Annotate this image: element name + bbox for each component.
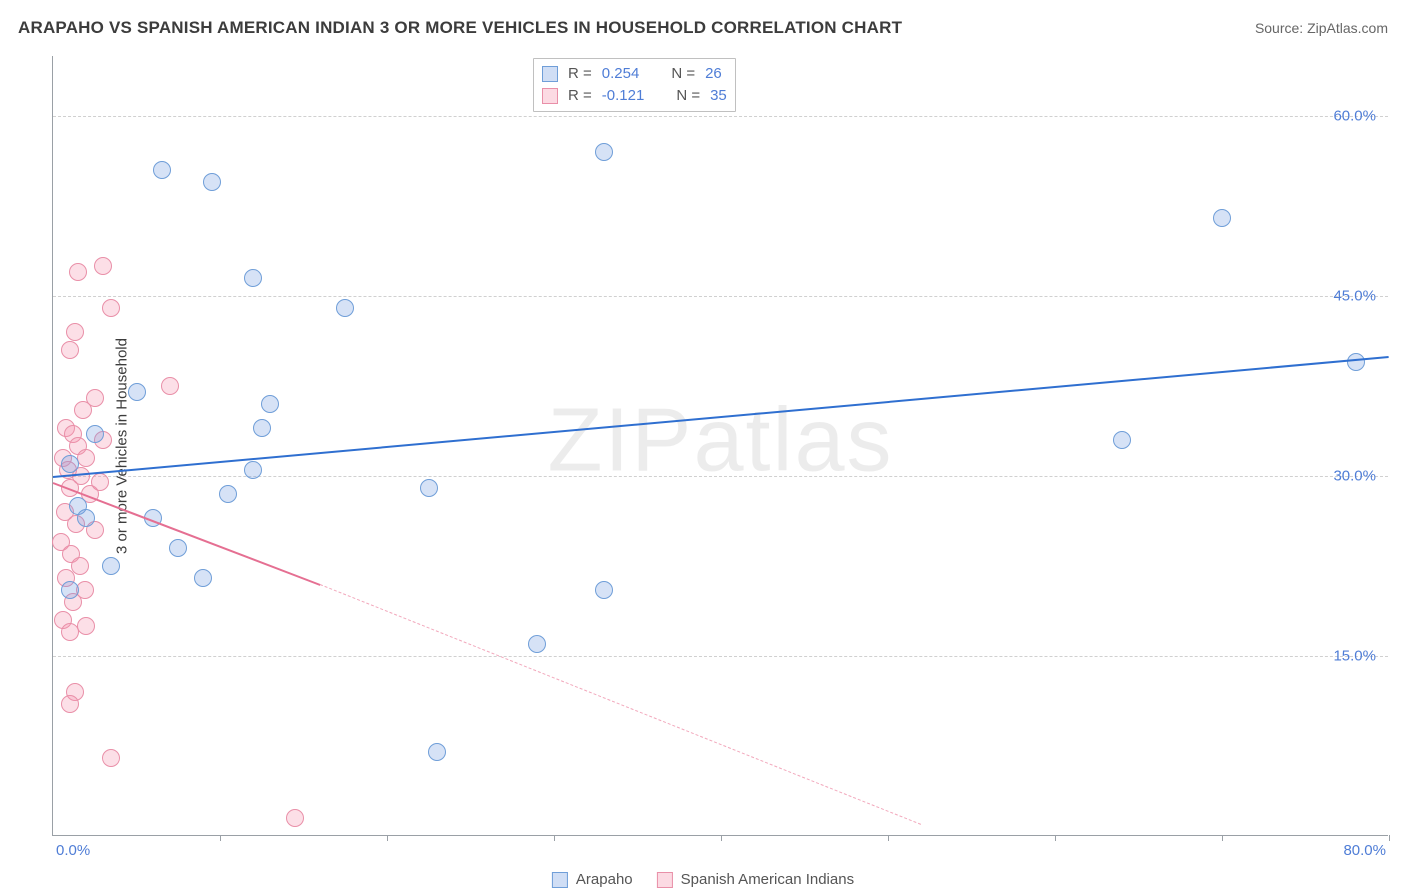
data-point bbox=[153, 161, 171, 179]
data-point bbox=[169, 539, 187, 557]
data-point bbox=[286, 809, 304, 827]
data-point bbox=[102, 749, 120, 767]
data-point bbox=[61, 341, 79, 359]
n-value: 35 bbox=[710, 85, 727, 107]
correlation-stats-box: R =0.254N =26R =-0.121N =35 bbox=[533, 58, 736, 112]
chart-source: Source: ZipAtlas.com bbox=[1255, 20, 1388, 36]
x-tick bbox=[1389, 835, 1390, 841]
data-point bbox=[102, 299, 120, 317]
data-point bbox=[161, 377, 179, 395]
data-point bbox=[194, 569, 212, 587]
x-tick bbox=[721, 835, 722, 841]
data-point bbox=[595, 143, 613, 161]
data-point bbox=[595, 581, 613, 599]
data-point bbox=[261, 395, 279, 413]
data-point bbox=[61, 695, 79, 713]
y-tick-label: 30.0% bbox=[1333, 468, 1376, 485]
r-value: -0.121 bbox=[602, 85, 645, 107]
data-point bbox=[102, 557, 120, 575]
n-label: N = bbox=[676, 85, 700, 107]
data-point bbox=[420, 479, 438, 497]
data-point bbox=[77, 449, 95, 467]
legend-item: Arapaho bbox=[552, 871, 633, 888]
data-point bbox=[69, 263, 87, 281]
data-point bbox=[244, 461, 262, 479]
stat-row: R = -0.121 N = 35 bbox=[542, 85, 727, 107]
data-point bbox=[94, 257, 112, 275]
data-point bbox=[61, 623, 79, 641]
data-point bbox=[219, 485, 237, 503]
x-origin-label: 0.0% bbox=[56, 842, 90, 859]
series-swatch bbox=[542, 88, 558, 104]
trend-line bbox=[320, 584, 922, 825]
data-point bbox=[428, 743, 446, 761]
gridline bbox=[53, 656, 1388, 657]
legend-item: Spanish American Indians bbox=[657, 871, 854, 888]
x-max-label: 80.0% bbox=[1343, 842, 1386, 859]
trend-line bbox=[53, 356, 1389, 478]
x-tick bbox=[1055, 835, 1056, 841]
legend-label: Spanish American Indians bbox=[681, 871, 854, 888]
data-point bbox=[77, 509, 95, 527]
series-swatch bbox=[657, 872, 673, 888]
gridline bbox=[53, 116, 1388, 117]
data-point bbox=[66, 323, 84, 341]
y-tick-label: 60.0% bbox=[1333, 108, 1376, 125]
data-point bbox=[86, 425, 104, 443]
y-tick-label: 15.0% bbox=[1333, 648, 1376, 665]
y-tick-label: 45.0% bbox=[1333, 288, 1376, 305]
chart-legend: Arapaho Spanish American Indians bbox=[552, 871, 854, 888]
stat-row: R = 0.254 N = 26 bbox=[542, 63, 727, 85]
r-label: R = bbox=[568, 63, 592, 85]
data-point bbox=[203, 173, 221, 191]
x-tick bbox=[387, 835, 388, 841]
chart-header: ARAPAHO VS SPANISH AMERICAN INDIAN 3 OR … bbox=[18, 18, 1388, 38]
data-point bbox=[61, 455, 79, 473]
legend-label: Arapaho bbox=[576, 871, 633, 888]
data-point bbox=[1213, 209, 1231, 227]
data-point bbox=[77, 617, 95, 635]
data-point bbox=[244, 269, 262, 287]
chart-title: ARAPAHO VS SPANISH AMERICAN INDIAN 3 OR … bbox=[18, 18, 902, 38]
x-tick bbox=[554, 835, 555, 841]
data-point bbox=[61, 581, 79, 599]
x-tick bbox=[220, 835, 221, 841]
data-point bbox=[1347, 353, 1365, 371]
data-point bbox=[1113, 431, 1131, 449]
n-value: 26 bbox=[705, 63, 722, 85]
data-point bbox=[336, 299, 354, 317]
data-point bbox=[91, 473, 109, 491]
r-label: R = bbox=[568, 85, 592, 107]
data-point bbox=[253, 419, 271, 437]
x-tick bbox=[888, 835, 889, 841]
series-swatch bbox=[542, 66, 558, 82]
data-point bbox=[86, 389, 104, 407]
gridline bbox=[53, 296, 1388, 297]
data-point bbox=[128, 383, 146, 401]
series-swatch bbox=[552, 872, 568, 888]
scatter-plot-area: ZIPatlas 15.0%30.0%45.0%60.0%R =0.254N =… bbox=[52, 56, 1388, 836]
x-tick bbox=[1222, 835, 1223, 841]
n-label: N = bbox=[671, 63, 695, 85]
data-point bbox=[528, 635, 546, 653]
r-value: 0.254 bbox=[602, 63, 640, 85]
